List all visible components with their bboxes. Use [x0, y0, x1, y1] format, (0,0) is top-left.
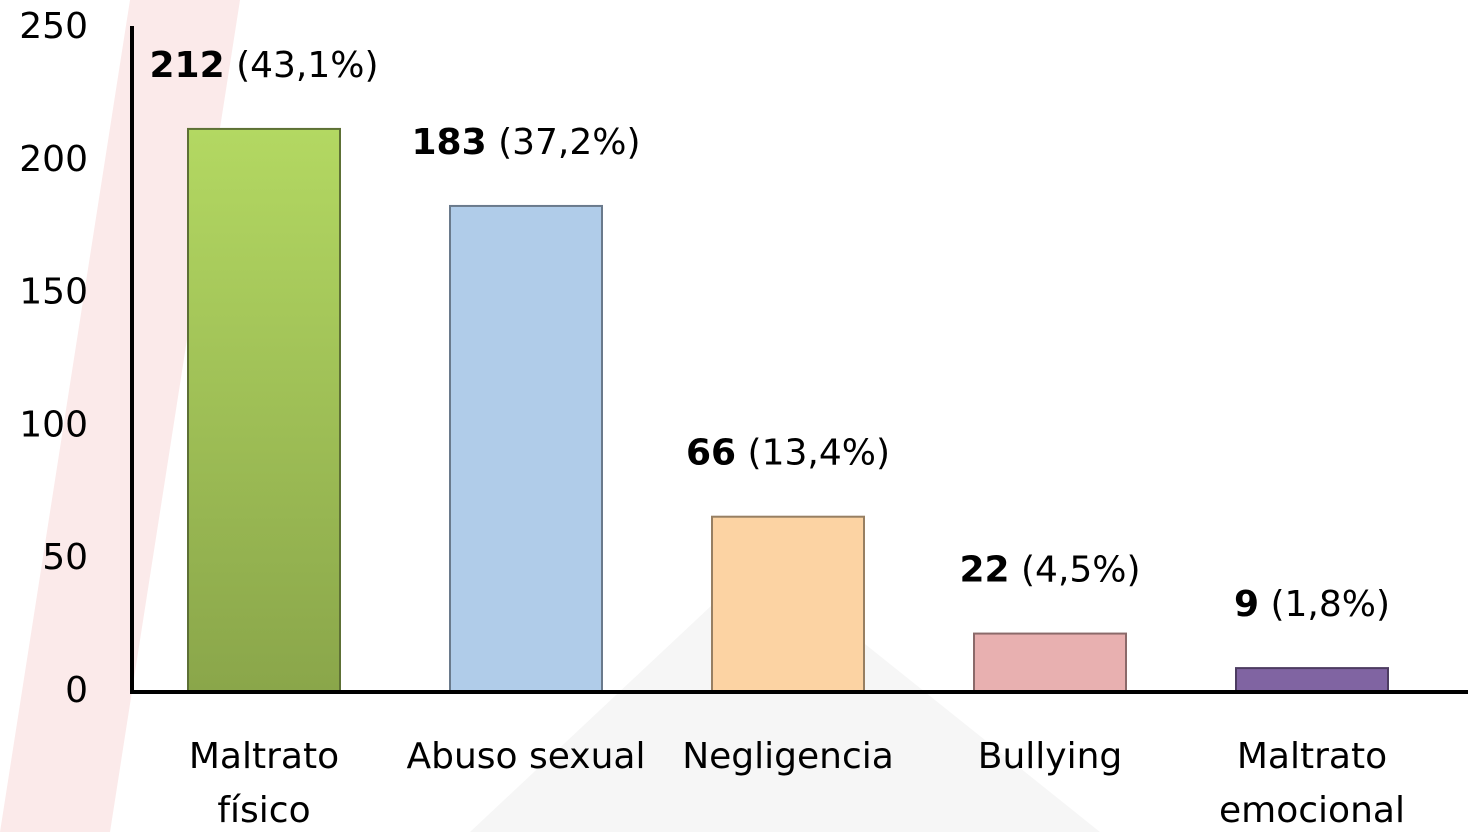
data-label: 9 (1,8%): [1234, 584, 1390, 625]
data-label: 212 (43,1%): [149, 45, 378, 86]
background-shape: [470, 560, 1100, 832]
background-shape: [0, 0, 240, 832]
value-label: 183: [411, 122, 486, 163]
y-tick-label: 150: [19, 272, 88, 313]
bar: [187, 127, 341, 694]
percent-label: (13,4%): [748, 433, 890, 474]
percent-label: (4,5%): [1021, 550, 1141, 591]
value-label: 66: [686, 433, 736, 474]
value-label: 212: [149, 45, 224, 86]
bar: [1235, 667, 1389, 694]
bar: [711, 515, 865, 693]
value-label: 9: [1234, 584, 1259, 625]
bar: [973, 632, 1127, 693]
data-label: 66 (13,4%): [686, 433, 890, 474]
x-tick-label: Maltrato físico: [189, 736, 339, 831]
x-tick-label: Maltrato emocional: [1219, 736, 1405, 831]
x-tick-label: Negligencia: [682, 736, 894, 777]
y-tick-label: 50: [42, 537, 88, 578]
percent-label: (43,1%): [236, 45, 378, 86]
y-tick-label: 200: [19, 139, 88, 180]
bar: [449, 204, 603, 693]
data-label: 22 (4,5%): [959, 550, 1140, 591]
x-tick-label: Bullying: [978, 736, 1123, 777]
percent-label: (37,2%): [498, 122, 640, 163]
data-label: 183 (37,2%): [411, 122, 640, 163]
y-tick-label: 100: [19, 404, 88, 445]
y-tick-label: 250: [19, 6, 88, 47]
y-tick-label: 0: [65, 670, 88, 711]
value-label: 22: [959, 550, 1009, 591]
x-tick-label: Abuso sexual: [407, 736, 646, 777]
percent-label: (1,8%): [1270, 584, 1390, 625]
